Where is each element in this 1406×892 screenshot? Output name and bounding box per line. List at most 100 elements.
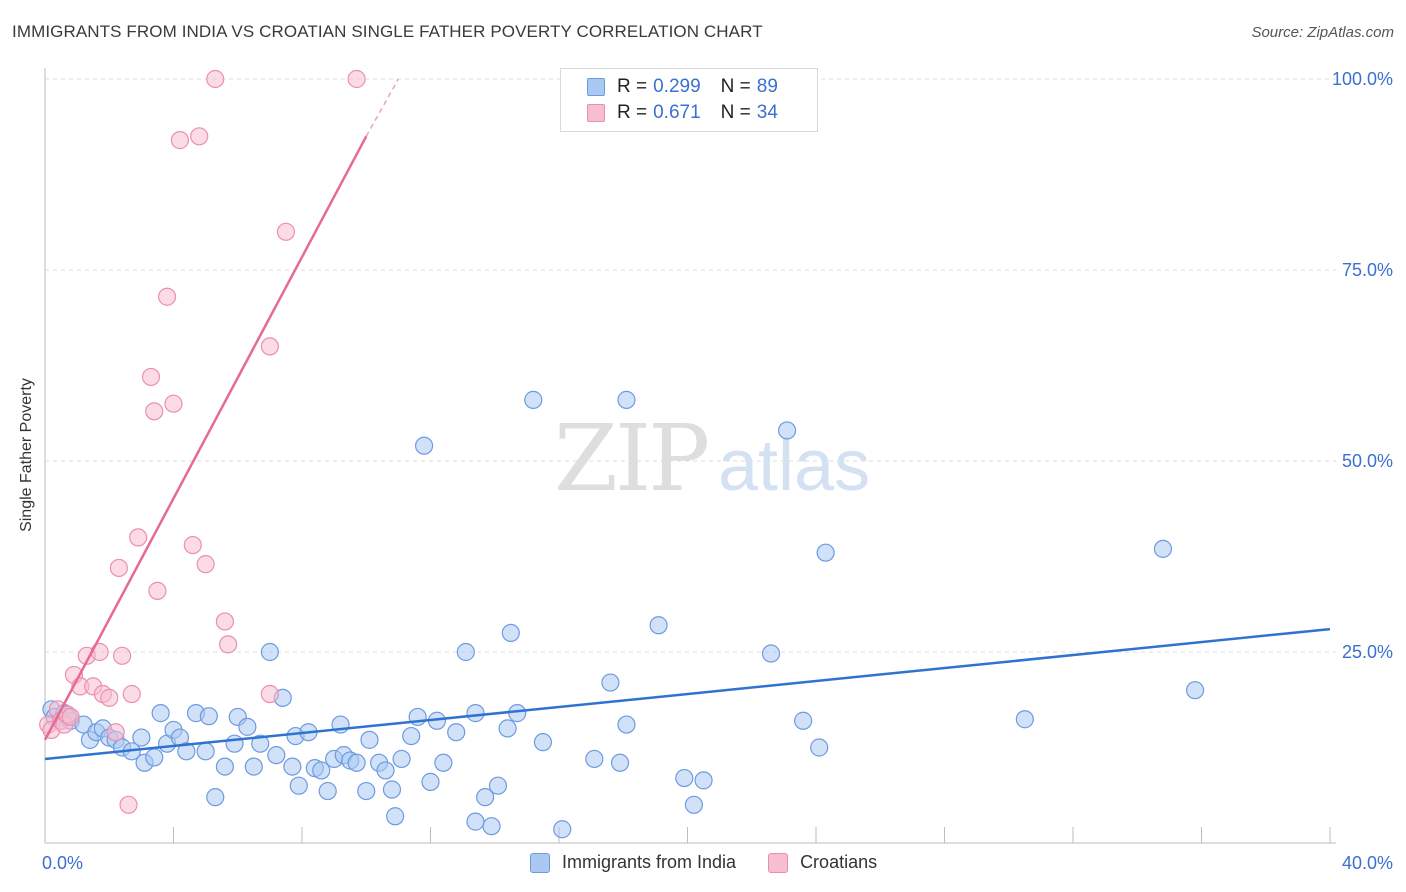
data-point bbox=[129, 528, 148, 547]
data-point bbox=[434, 753, 453, 772]
data-point bbox=[289, 776, 308, 795]
data-point bbox=[119, 795, 138, 814]
data-point bbox=[482, 817, 501, 836]
data-point bbox=[585, 749, 604, 769]
data-point bbox=[206, 69, 225, 89]
data-point bbox=[402, 726, 421, 746]
legend-n-value: 89 bbox=[756, 76, 778, 97]
data-point bbox=[617, 390, 636, 409]
data-point bbox=[386, 807, 405, 826]
data-point bbox=[177, 742, 196, 761]
watermark: ZIP atlas bbox=[554, 405, 870, 512]
data-point bbox=[610, 753, 630, 772]
data-point bbox=[238, 717, 257, 736]
stats-legend: R = 0.299 N = 89 R = 0.671 N = 34 bbox=[560, 68, 818, 132]
data-point bbox=[206, 788, 225, 807]
data-point bbox=[382, 780, 402, 799]
data-point bbox=[466, 812, 485, 831]
data-point bbox=[347, 753, 366, 772]
x-tick-label: 0.0% bbox=[42, 853, 83, 873]
data-point bbox=[225, 734, 244, 753]
data-point bbox=[357, 781, 376, 801]
legend-swatch-croatians bbox=[587, 104, 605, 122]
data-point bbox=[553, 820, 572, 839]
data-point bbox=[810, 738, 829, 757]
data-point bbox=[794, 711, 813, 730]
y-tick-label: 100.0% bbox=[1332, 69, 1393, 89]
data-point bbox=[501, 623, 520, 643]
data-point bbox=[376, 761, 395, 780]
data-point bbox=[466, 704, 485, 723]
data-point bbox=[675, 768, 694, 788]
data-point bbox=[112, 646, 132, 665]
trend-line-india bbox=[44, 627, 1331, 761]
data-point bbox=[145, 402, 164, 421]
legend-item-india[interactable]: Immigrants from India bbox=[530, 852, 736, 873]
legend-n-label: N = bbox=[720, 102, 751, 123]
data-point bbox=[122, 684, 141, 704]
data-point bbox=[694, 771, 713, 790]
data-point bbox=[1185, 681, 1205, 700]
data-point bbox=[244, 757, 263, 776]
data-point bbox=[684, 795, 704, 814]
data-point bbox=[498, 719, 517, 738]
data-point bbox=[215, 757, 234, 776]
data-point bbox=[219, 635, 238, 654]
data-point bbox=[601, 673, 620, 692]
data-point bbox=[1015, 710, 1034, 729]
watermark-atlas: atlas bbox=[718, 426, 870, 506]
data-point bbox=[260, 642, 279, 662]
data-point bbox=[61, 707, 80, 727]
y-tick-label: 25.0% bbox=[1342, 642, 1393, 662]
data-point bbox=[267, 746, 286, 765]
data-point bbox=[106, 723, 125, 742]
data-point bbox=[145, 748, 164, 767]
data-point bbox=[148, 581, 167, 600]
data-point bbox=[360, 730, 379, 749]
data-point bbox=[151, 704, 170, 723]
data-point bbox=[260, 337, 279, 356]
data-point bbox=[347, 69, 366, 89]
data-point bbox=[533, 733, 553, 752]
data-point bbox=[251, 734, 270, 753]
legend-r-value: 0.671 bbox=[653, 102, 701, 123]
data-point bbox=[476, 788, 495, 807]
data-point bbox=[508, 704, 527, 723]
legend-row-india: R = 0.299 N = 89 bbox=[587, 75, 778, 99]
data-point bbox=[199, 707, 218, 726]
legend-label-india: Immigrants from India bbox=[562, 852, 737, 872]
watermark-zip: ZIP bbox=[554, 405, 707, 512]
y-tick-label: 50.0% bbox=[1342, 451, 1393, 471]
data-point bbox=[488, 776, 508, 795]
data-point bbox=[190, 127, 209, 146]
legend-n-value: 34 bbox=[756, 102, 778, 123]
legend-n-label: N = bbox=[720, 76, 751, 97]
data-point bbox=[318, 781, 337, 801]
trend-lines bbox=[43, 78, 1331, 761]
chart-title: IMMIGRANTS FROM INDIA VS CROATIAN SINGLE… bbox=[12, 22, 763, 41]
data-point bbox=[777, 421, 797, 440]
data-point bbox=[649, 616, 668, 635]
legend-r-label: R = bbox=[617, 102, 648, 123]
legend-item-croatians[interactable]: Croatians bbox=[768, 852, 877, 873]
legend-r-value: 0.299 bbox=[653, 76, 701, 97]
data-point bbox=[141, 367, 161, 387]
data-point bbox=[392, 749, 411, 769]
data-point bbox=[215, 612, 234, 631]
data-point bbox=[260, 684, 279, 704]
legend-swatch-india bbox=[530, 852, 550, 873]
legend-label-croatians: Croatians bbox=[800, 852, 878, 872]
data-point bbox=[276, 222, 296, 241]
data-point bbox=[1153, 539, 1173, 558]
data-point bbox=[524, 390, 543, 409]
x-tick-label: 40.0% bbox=[1342, 853, 1393, 873]
data-point bbox=[109, 558, 128, 578]
data-point bbox=[164, 394, 183, 413]
data-point bbox=[196, 555, 215, 574]
data-point bbox=[100, 688, 119, 707]
series-immigrants-from-india bbox=[42, 390, 1205, 839]
data-point bbox=[170, 131, 190, 150]
data-point bbox=[447, 723, 466, 742]
trend-line-croatians-extension bbox=[365, 78, 400, 137]
